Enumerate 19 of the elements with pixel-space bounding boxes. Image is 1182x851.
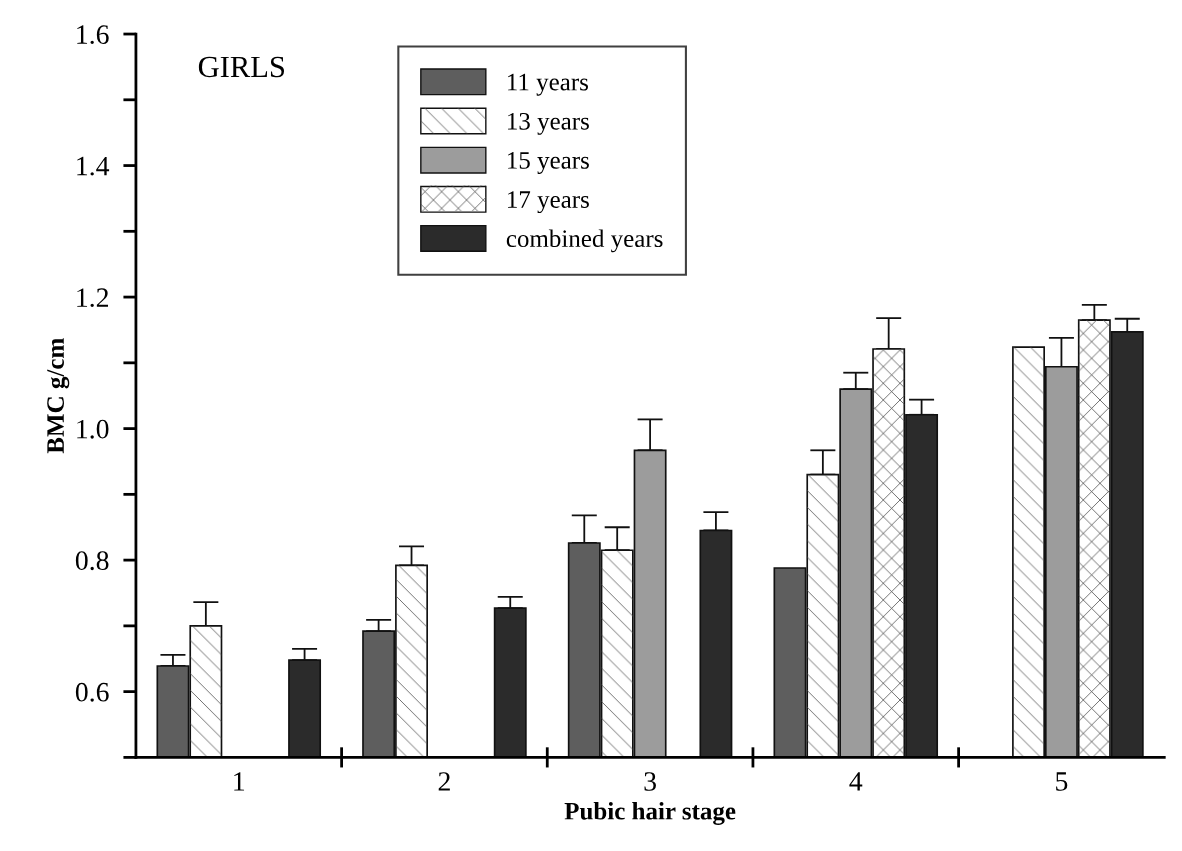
y-axis-title: BMC g/cm [47, 338, 70, 454]
x-tick-label: 5 [1056, 772, 1068, 791]
text: GIRLS [198, 56, 285, 78]
legend-label: combined years [506, 229, 663, 253]
legend-label: 11 years [508, 73, 588, 96]
x-tick-label: 4 [849, 772, 863, 791]
x-tick-label: 3 [644, 772, 656, 791]
y-tick-label: 1.6 [77, 25, 109, 45]
legend-label: 15 years [508, 152, 589, 174]
y-tick-label: 0.6 [75, 682, 109, 702]
y-tick-label: 1.0 [77, 419, 109, 439]
x-tick-label: 2 [438, 772, 450, 791]
legend-label: 17 years [508, 191, 589, 214]
y-tick-label: 1.4 [77, 156, 110, 176]
legend-label: 13 years [508, 112, 589, 135]
x-axis-title: Pubic hair stage [564, 802, 736, 825]
x-tick-label: 1 [234, 772, 245, 791]
y-tick-label: 1.2 [77, 288, 109, 308]
y-tick-label: 0.8 [75, 551, 109, 571]
